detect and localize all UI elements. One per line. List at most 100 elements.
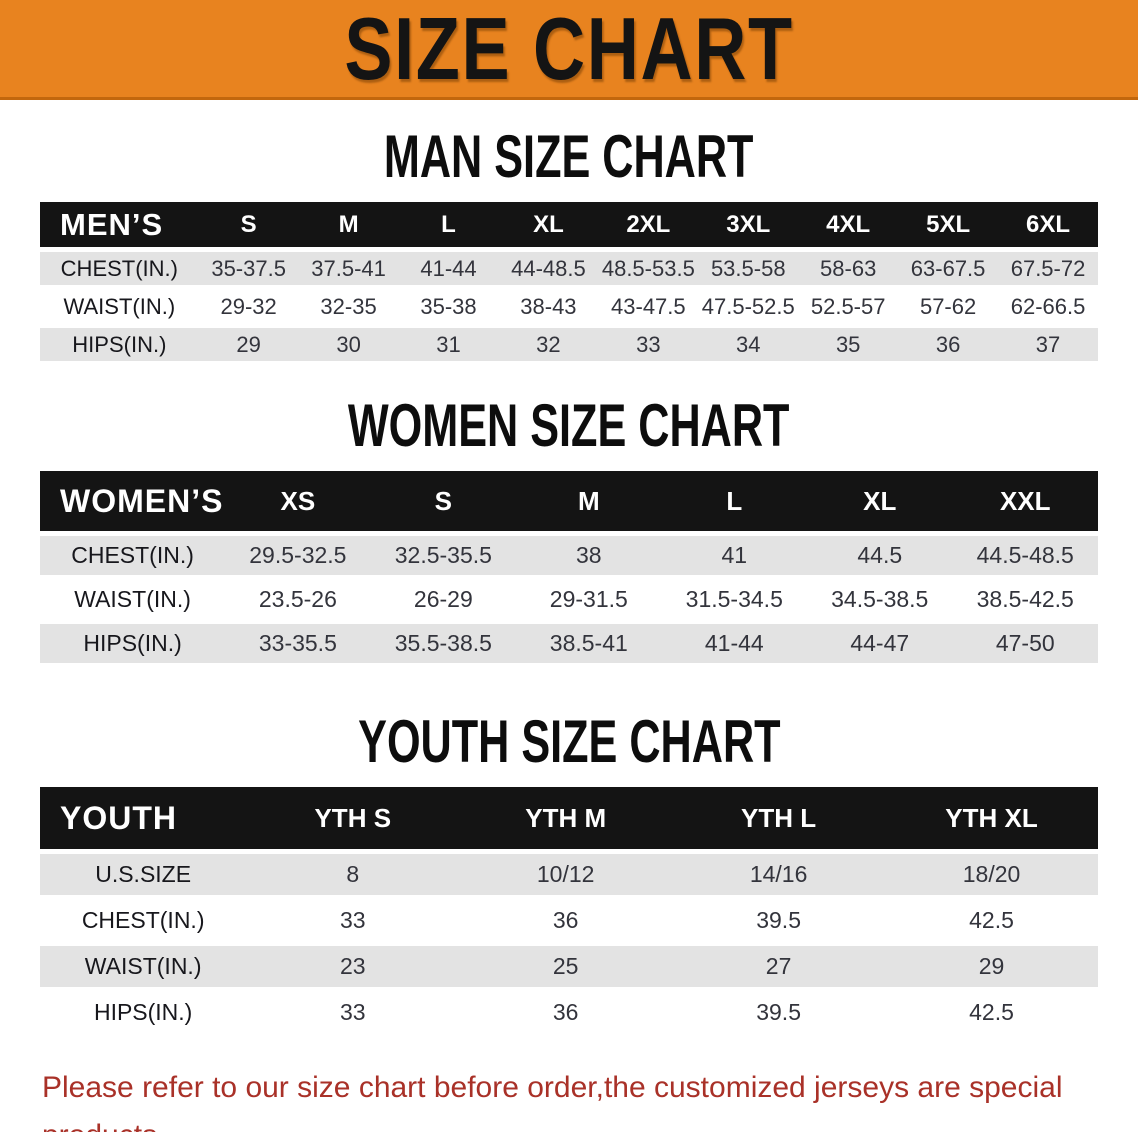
column-header: 2XL (598, 202, 699, 247)
column-header: M (298, 202, 399, 247)
section-heading-women: WOMEN SIZE CHART (0, 396, 1138, 456)
column-header: L (661, 471, 808, 531)
table-cell: 35 (798, 328, 899, 361)
table-cell: 53.5-58 (698, 252, 799, 285)
column-header: XL (807, 471, 953, 531)
table-cell: 23 (246, 946, 460, 987)
table-cell: 47-50 (952, 624, 1098, 663)
table-cell: 34.5-38.5 (807, 580, 953, 619)
table-cell: 67.5-72 (998, 252, 1098, 285)
column-header: YTH S (246, 787, 460, 849)
table-cell: 63-67.5 (898, 252, 999, 285)
row-label: HIPS(IN.) (40, 328, 199, 361)
table-cell: 48.5-53.5 (598, 252, 699, 285)
table-cell: 32 (498, 328, 599, 361)
women-size-table: WOMEN’S XS S M L XL XXL CHEST(IN.) 29.5-32.5 32.5… (40, 466, 1098, 668)
column-header: YTH XL (885, 787, 1098, 849)
table-cell: 33 (246, 992, 460, 1033)
youth-size-table: YOUTH YTH S YTH M YTH L YTH XL U.S.SIZE 8 10/12… (40, 782, 1098, 1038)
table-cell: 58-63 (798, 252, 899, 285)
table-cell: 32.5-35.5 (370, 536, 517, 575)
order-note-line1: Please refer to our size chart before or… (42, 1071, 1063, 1132)
table-row: WAIST(IN.) 29-32 32-35 35-38 38-43 43-47.5 47.… (40, 290, 1098, 323)
table-cell: 36 (898, 328, 999, 361)
section-heading-youth-text: YOUTH SIZE CHART (357, 708, 781, 775)
column-header: S (370, 471, 517, 531)
table-cell: 30 (298, 328, 399, 361)
table-cell: 35-37.5 (198, 252, 299, 285)
table-cell: 36 (459, 992, 673, 1033)
table-row: HIPS(IN.) 33-35.5 35.5-38.5 38.5-41 41-44 44-… (40, 624, 1098, 663)
column-header: XXL (952, 471, 1098, 531)
column-header: M (516, 471, 662, 531)
section-heading-women-text: WOMEN SIZE CHART (348, 392, 790, 459)
order-note: Please refer to our size chart before or… (42, 1064, 1118, 1132)
table-header-row: WOMEN’S XS S M L XL XXL (40, 471, 1098, 531)
row-label: CHEST(IN.) (40, 900, 247, 941)
table-cell: 43-47.5 (598, 290, 699, 323)
table-cell: 29 (198, 328, 299, 361)
table-cell: 52.5-57 (798, 290, 899, 323)
row-label: WAIST(IN.) (40, 946, 247, 987)
row-label: CHEST(IN.) (40, 252, 199, 285)
banner-title: SIZE CHART (344, 0, 794, 98)
column-header: 4XL (798, 202, 899, 247)
table-row: CHEST(IN.) 29.5-32.5 32.5-35.5 38 41 44.5 44.5… (40, 536, 1098, 575)
table-cell: 37 (998, 328, 1098, 361)
table-row: U.S.SIZE 8 10/12 14/16 18/20 (40, 854, 1098, 895)
table-cell: 41-44 (398, 252, 499, 285)
table-cell: 42.5 (885, 992, 1098, 1033)
table-row: HIPS(IN.) 29 30 31 32 33 34 35 36 37 (40, 328, 1098, 361)
table-cell: 10/12 (459, 854, 673, 895)
table-title: WOMEN’S (40, 471, 226, 531)
table-cell: 33 (246, 900, 460, 941)
table-cell: 41 (661, 536, 808, 575)
table-cell: 14/16 (672, 854, 886, 895)
table-row: HIPS(IN.) 33 36 39.5 42.5 (40, 992, 1098, 1033)
table-cell: 32-35 (298, 290, 399, 323)
table-row: CHEST(IN.) 33 36 39.5 42.5 (40, 900, 1098, 941)
row-label: HIPS(IN.) (40, 624, 226, 663)
table-row: CHEST(IN.) 35-37.5 37.5-41 41-44 44-48.5 48.5… (40, 252, 1098, 285)
column-header: S (198, 202, 299, 247)
table-cell: 37.5-41 (298, 252, 399, 285)
table-title: MEN’S (40, 202, 199, 247)
table-cell: 41-44 (661, 624, 808, 663)
table-row: WAIST(IN.) 23.5-26 26-29 29-31.5 31.5-34.5 34… (40, 580, 1098, 619)
table-cell: 35.5-38.5 (370, 624, 517, 663)
section-heading-youth: YOUTH SIZE CHART (0, 712, 1138, 772)
table-cell: 18/20 (885, 854, 1098, 895)
table-cell: 39.5 (672, 900, 886, 941)
table-cell: 38.5-42.5 (952, 580, 1098, 619)
table-cell: 29-32 (198, 290, 299, 323)
table-cell: 38 (516, 536, 662, 575)
table-cell: 62-66.5 (998, 290, 1098, 323)
row-label: HIPS(IN.) (40, 992, 247, 1033)
table-cell: 44.5 (807, 536, 953, 575)
men-size-table: MEN’S S M L XL 2XL 3XL 4XL 5XL 6XL CHEST(IN.) 35-37… (40, 197, 1098, 366)
table-row: WAIST(IN.) 23 25 27 29 (40, 946, 1098, 987)
row-label: WAIST(IN.) (40, 290, 199, 323)
table-cell: 47.5-52.5 (698, 290, 799, 323)
column-header: L (398, 202, 499, 247)
table-cell: 39.5 (672, 992, 886, 1033)
table-cell: 42.5 (885, 900, 1098, 941)
table-cell: 31 (398, 328, 499, 361)
row-label: CHEST(IN.) (40, 536, 226, 575)
table-cell: 36 (459, 900, 673, 941)
table-cell: 38-43 (498, 290, 599, 323)
column-header: 6XL (998, 202, 1098, 247)
table-cell: 44-48.5 (498, 252, 599, 285)
table-title: YOUTH (40, 787, 247, 849)
table-cell: 44.5-48.5 (952, 536, 1098, 575)
table-cell: 34 (698, 328, 799, 361)
column-header: 3XL (698, 202, 799, 247)
table-cell: 38.5-41 (516, 624, 662, 663)
table-cell: 29.5-32.5 (225, 536, 371, 575)
table-cell: 29-31.5 (516, 580, 662, 619)
table-cell: 29 (885, 946, 1098, 987)
column-header: YTH L (672, 787, 886, 849)
table-cell: 25 (459, 946, 673, 987)
table-cell: 27 (672, 946, 886, 987)
